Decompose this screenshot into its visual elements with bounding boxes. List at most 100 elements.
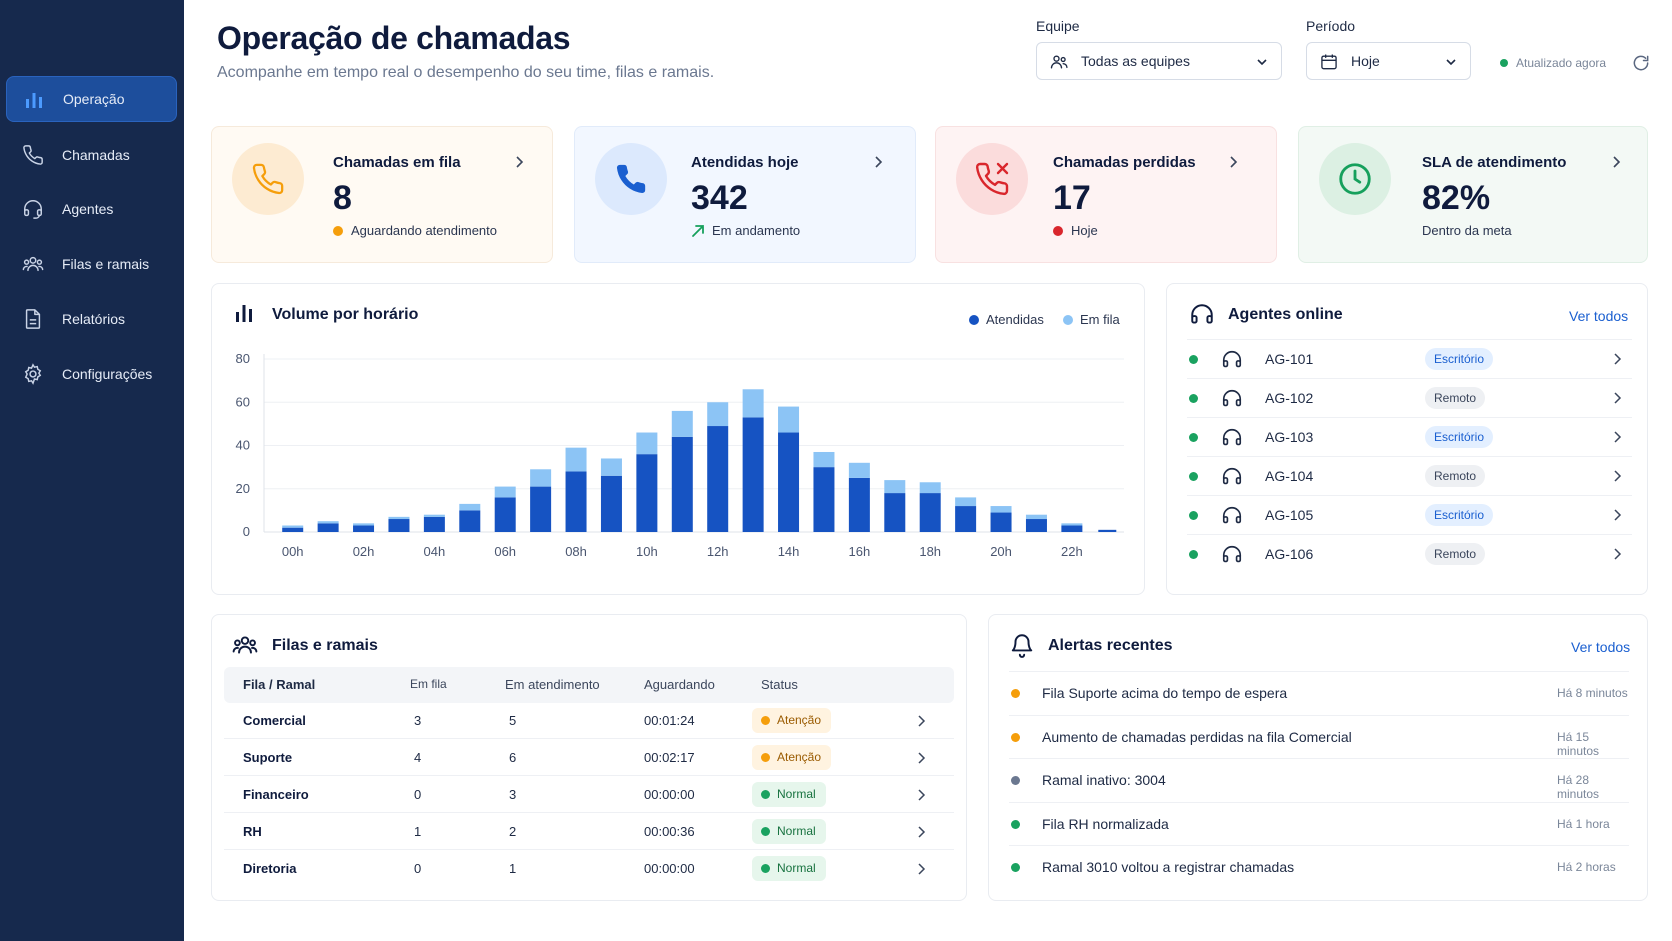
period-select[interactable]: Hoje (1306, 42, 1471, 80)
users-icon (1050, 55, 1068, 69)
chevron-right-icon (1614, 509, 1622, 521)
trend-up-icon (692, 224, 704, 237)
calendar-icon (1321, 54, 1337, 70)
phone-icon (252, 163, 284, 195)
queue-em-atendimento: 6 (509, 750, 517, 765)
team-select-value: Todas as equipes (1081, 53, 1190, 69)
bar-em-fila-12h (707, 402, 729, 427)
status-dot (333, 225, 343, 236)
chevron-right-icon (918, 752, 926, 764)
queue-name: Diretoria (243, 861, 297, 876)
queue-em-atendimento: 3 (509, 787, 517, 802)
table-row[interactable]: Financeiro 0 3 00:00:00 Normal (224, 777, 954, 813)
sidebar-item-agentes[interactable]: Agentes (6, 186, 177, 232)
bar-atendidas-07h (530, 486, 552, 532)
agent-id: AG-106 (1265, 546, 1314, 562)
bar-atendidas-10h (636, 454, 658, 532)
gear-icon (24, 363, 42, 385)
queue-em-fila: 4 (414, 750, 422, 765)
agents-panel: Agentes online Ver todos AG-101 Escritóri… (1166, 283, 1648, 595)
bar-em-fila-07h (530, 469, 552, 487)
agent-row[interactable]: AG-106 Remoto (1187, 534, 1632, 573)
alert-item[interactable]: Ramal inativo: 3004 Há 28 minutos (1009, 758, 1629, 802)
headset-icon (1222, 507, 1242, 524)
sidebar-item-chamadas[interactable]: Chamadas (6, 132, 177, 178)
agent-row[interactable]: AG-105 Escritório (1187, 495, 1632, 534)
bar-atendidas-16h (848, 477, 870, 532)
bar-em-fila-11h (671, 410, 693, 437)
alert-item[interactable]: Fila Suporte acima do tempo de espera Há … (1009, 671, 1629, 715)
x-tick-label: 16h (849, 544, 871, 559)
card-atendidas-hoje[interactable]: Atendidas hoje 342 Em andamento (574, 126, 916, 263)
legend-label: Em fila (1080, 312, 1120, 327)
bar-atendidas-09h (600, 475, 622, 532)
page-subtitle: Acompanhe em tempo real o desempenho do … (217, 64, 715, 81)
main-content: Operação de chamadas Acompanhe em tempo … (184, 0, 1672, 941)
card-sla[interactable]: SLA de atendimento 82% Dentro da meta (1298, 126, 1648, 263)
status-dot (1500, 59, 1508, 67)
bar-em-fila-02h (353, 523, 375, 526)
queue-em-fila: 3 (414, 713, 422, 728)
card-chamadas-perdidas[interactable]: Chamadas perdidas 17 Hoje (935, 126, 1277, 263)
table-row[interactable]: Comercial 3 5 00:01:24 Atenção (224, 703, 954, 739)
queue-aguardando: 00:01:24 (644, 713, 695, 728)
updated-status: Atualizado agora (1500, 56, 1606, 70)
agent-id: AG-105 (1265, 507, 1314, 523)
status-badge: Normal (752, 819, 826, 844)
queue-em-atendimento: 5 (509, 713, 517, 728)
table-row[interactable]: Suporte 4 6 00:02:17 Atenção (224, 740, 954, 776)
legend-swatch (1063, 314, 1073, 325)
sidebar-item-operacao[interactable]: Operação (6, 76, 177, 122)
bar-em-fila-00h (282, 525, 304, 528)
bar-em-fila-21h (1025, 514, 1047, 520)
bar-em-fila-15h (813, 451, 835, 468)
bar-atendidas-03h (388, 519, 410, 532)
queues-panel: Filas e ramais Fila / Ramal Em fila Em a… (211, 614, 967, 901)
agent-id: AG-101 (1265, 351, 1314, 367)
agent-location-badge: Remoto (1425, 387, 1486, 409)
chevron-right-icon (918, 789, 926, 801)
status-badge: Normal (752, 856, 826, 881)
bar-em-fila-10h (636, 432, 658, 455)
volume-chart: 0 20 40 60 80 00h 02h 04h 06h 08h 10h 12h 14h 16h 18h 2… (236, 351, 1124, 559)
alert-item[interactable]: Fila RH normalizada Há 1 hora (1009, 801, 1629, 846)
alert-text: Aumento de chamadas perdidas na fila Com… (1042, 728, 1352, 745)
agent-row[interactable]: AG-102 Remoto (1187, 378, 1632, 417)
agent-location-badge: Remoto (1425, 543, 1486, 565)
alert-severity-dot (1011, 732, 1020, 742)
status-badge: Atenção (752, 708, 832, 733)
alert-item[interactable]: Ramal 3010 voltou a registrar chamadas Há… (1009, 845, 1629, 889)
agent-row[interactable]: AG-104 Remoto (1187, 456, 1632, 495)
chevron-right-icon (516, 156, 524, 168)
sidebar-item-configuracoes[interactable]: Configurações (6, 351, 177, 397)
phone-icon (23, 145, 43, 165)
refresh-icon[interactable] (1631, 53, 1651, 73)
card-title: Atendidas hoje (691, 154, 799, 171)
alert-item[interactable]: Aumento de chamadas perdidas na fila Com… (1009, 714, 1629, 759)
x-tick-label: 14h (778, 544, 800, 559)
bar-atendidas-18h (919, 493, 941, 532)
queue-em-fila: 1 (414, 824, 422, 839)
card-subtitle-text: Hoje (1071, 223, 1098, 238)
alerts-panel: Alertas recentes Ver todos Fila Suporte … (988, 614, 1648, 901)
card-chamadas-em-fila[interactable]: Chamadas em fila 8 Aguardando atendiment… (211, 126, 553, 263)
clock-icon (1339, 163, 1371, 195)
table-row[interactable]: RH 1 2 00:00:36 Normal (224, 814, 954, 850)
sidebar-item-label: Chamadas (62, 147, 130, 163)
headset-icon (1222, 546, 1242, 563)
sidebar-item-relatorios[interactable]: Relatórios (6, 296, 177, 342)
chevron-right-icon (875, 156, 883, 168)
y-tick-label: 0 (243, 524, 250, 539)
card-icon-circle (232, 143, 304, 215)
agent-row[interactable]: AG-103 Escritório (1187, 417, 1632, 456)
alerts-view-all-link[interactable]: Ver todos (1571, 639, 1631, 655)
team-select[interactable]: Todas as equipes (1036, 42, 1282, 80)
sidebar-item-filas[interactable]: Filas e ramais (6, 241, 177, 287)
card-value: 8 (333, 179, 352, 217)
agent-row[interactable]: AG-101 Escritório (1187, 339, 1632, 378)
document-icon (25, 309, 41, 329)
agents-view-all-link[interactable]: Ver todos (1569, 308, 1629, 324)
card-subtitle-text: Dentro da meta (1422, 223, 1512, 238)
table-row[interactable]: Diretoria 0 1 00:00:00 Normal (224, 851, 954, 887)
sidebar-item-label: Operação (63, 91, 125, 107)
